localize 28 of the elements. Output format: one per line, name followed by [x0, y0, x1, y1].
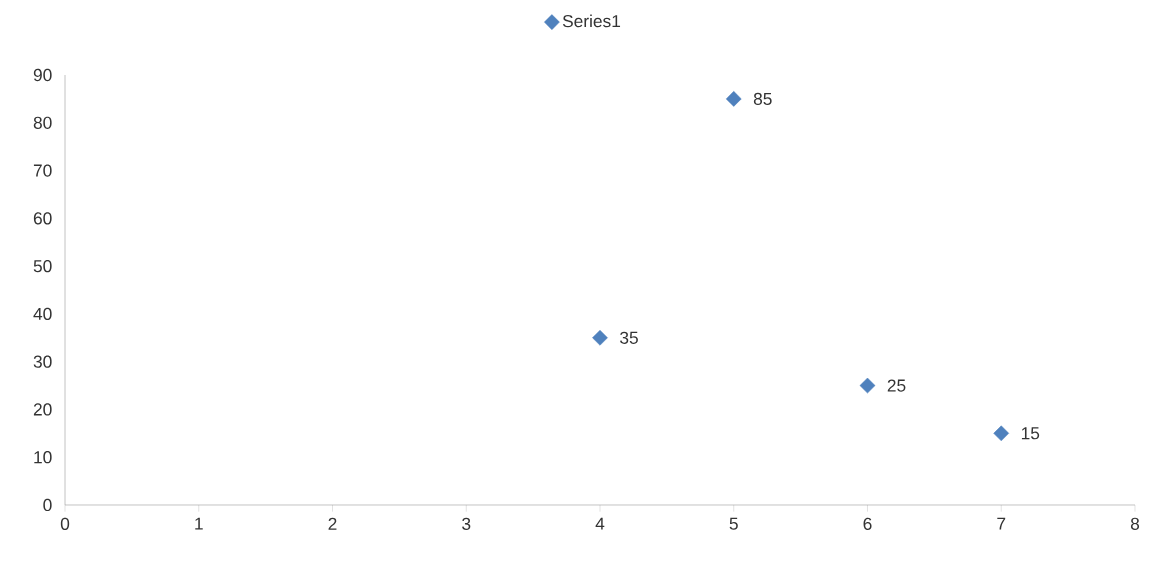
- legend-label: Series1: [562, 14, 621, 28]
- y-tick-label: 30: [33, 355, 52, 368]
- y-tick-label: 10: [34, 451, 52, 464]
- y-tick-label: 80: [33, 116, 52, 129]
- point: [859, 377, 876, 394]
- y-tick-label: 70: [33, 164, 52, 177]
- y-tick-label: 40: [33, 307, 52, 321]
- data-label: 35: [620, 331, 638, 344]
- x-tick-label: 0: [60, 517, 70, 530]
- y-tick-label: 0: [43, 498, 52, 512]
- point: [725, 91, 742, 107]
- data-label: 85: [753, 92, 772, 106]
- x-tick-label: 7: [997, 517, 1006, 530]
- data-label: 25: [887, 379, 906, 392]
- x-tick-label: 2: [328, 517, 337, 530]
- y-tick-label: 90: [33, 68, 52, 82]
- x-tick-label: 8: [1130, 517, 1140, 530]
- x-tick-label: 1: [195, 517, 203, 530]
- y-tick-label: 50: [33, 259, 52, 273]
- point: [592, 329, 608, 346]
- y-tick-label: 60: [33, 212, 52, 225]
- data-label: 15: [1021, 427, 1040, 440]
- x-tick-label: 4: [595, 517, 605, 530]
- x-tick-label: 6: [863, 517, 872, 530]
- x-tick-label: 3: [462, 517, 471, 530]
- x-tick-label: 5: [729, 517, 738, 530]
- point: [993, 425, 1010, 442]
- y-tick-label: 20: [33, 403, 52, 416]
